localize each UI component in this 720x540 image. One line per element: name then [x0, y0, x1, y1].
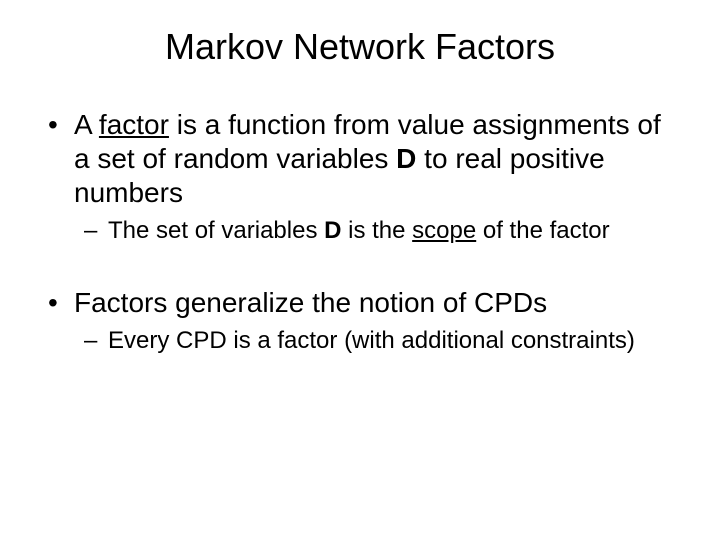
slide: Markov Network Factors A factor is a fun… [0, 0, 720, 540]
text-run: Every CPD is a factor (with additional c… [108, 327, 635, 354]
styled-text: factor [99, 109, 169, 140]
list-item: Factors generalize the notion of CPDs Eve… [40, 286, 680, 355]
sub-list-item: The set of variables D is the scope of t… [74, 216, 680, 245]
styled-text: D [396, 143, 416, 174]
slide-title: Markov Network Factors [0, 0, 720, 68]
styled-text: scope [412, 217, 476, 244]
text-run: Factors generalize the notion of CPDs [74, 287, 547, 318]
sub-list-item: Every CPD is a factor (with additional c… [74, 326, 680, 355]
sub-list: Every CPD is a factor (with additional c… [74, 326, 680, 355]
text-run: The set of variables D is the scope of t… [108, 217, 610, 244]
text-run: A factor is a function from value assign… [74, 109, 661, 208]
sub-list: The set of variables D is the scope of t… [74, 216, 680, 245]
spacer [40, 252, 680, 286]
bullet-list: A factor is a function from value assign… [40, 108, 680, 355]
slide-body: A factor is a function from value assign… [0, 68, 720, 355]
list-item: A factor is a function from value assign… [40, 108, 680, 246]
styled-text: D [324, 217, 341, 244]
